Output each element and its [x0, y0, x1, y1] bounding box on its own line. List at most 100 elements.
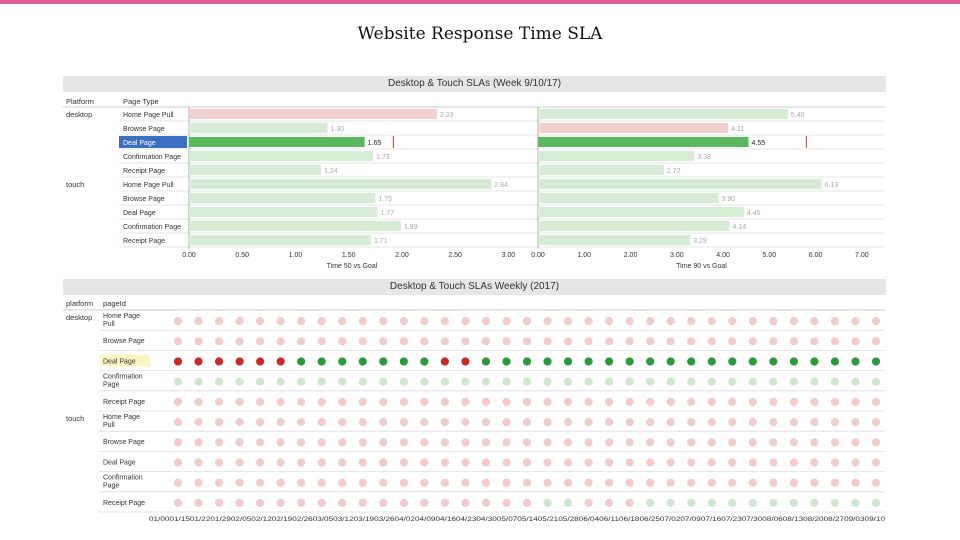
x-tick-label: 0.00 [182, 252, 196, 259]
week-status-dot [584, 418, 593, 427]
week-status-dot [769, 337, 778, 346]
bar-value-label: 4.11 [731, 126, 744, 133]
week-status-dot [871, 317, 881, 326]
week-status-dot [358, 418, 367, 427]
bar-value-label: 1.30 [330, 126, 344, 133]
bar [538, 165, 664, 175]
week-status-dot [481, 458, 491, 467]
week-status-dot [358, 438, 367, 447]
week-status-dot [420, 418, 429, 427]
week-status-dot [399, 478, 408, 487]
week-status-dot [399, 357, 408, 366]
page-type-label: Home Page Pull [123, 112, 174, 119]
week-status-dot [707, 458, 716, 467]
week-status-dot [851, 317, 860, 326]
week-status-dot [194, 317, 203, 326]
week-status-dot [379, 478, 388, 487]
week-status-dot [605, 337, 614, 346]
week-status-dot [399, 317, 408, 326]
bar [538, 193, 719, 203]
week-status-dot [605, 317, 614, 326]
week-status-dot [256, 397, 265, 406]
week-status-dot [707, 337, 716, 346]
week-status-dot [666, 418, 675, 427]
week-status-dot [522, 438, 532, 447]
week-status-dot [276, 397, 285, 406]
week-status-dot [646, 377, 655, 386]
week-status-dot [461, 357, 470, 366]
week-status-dot [543, 418, 552, 427]
x-tick-label: 1.50 [342, 252, 356, 259]
page-type-label: Confirmation Page [123, 224, 181, 231]
week-status-dot [605, 377, 614, 386]
bar-value-label: 3.38 [697, 154, 711, 161]
week-status-dot [584, 478, 593, 487]
week-status-dot [338, 478, 347, 487]
week-status-dot [173, 498, 183, 507]
bar [538, 137, 749, 147]
week-status-dot [173, 377, 183, 386]
week-status-dot [584, 357, 593, 366]
week-status-dot [522, 337, 532, 346]
week-status-dot [399, 337, 408, 346]
week-status-dot [276, 438, 285, 447]
week-status-dot [687, 478, 696, 487]
page-label: Deal Page [103, 459, 136, 466]
week-status-dot [687, 397, 696, 406]
x-tick-label: 7.00 [855, 252, 869, 259]
platform-label: touch [66, 414, 84, 423]
week-status-dot [563, 337, 573, 346]
week-status-dot [461, 397, 470, 406]
week-status-dot [789, 337, 798, 346]
week-status-dot [194, 377, 203, 386]
week-status-dot [235, 498, 244, 507]
week-status-dot [379, 397, 388, 406]
week-status-dot [522, 377, 532, 386]
week-status-dot [522, 397, 532, 406]
bar-value-label: 1.73 [376, 154, 390, 161]
week-status-dot [543, 478, 552, 487]
week-status-dot [420, 458, 429, 467]
week-status-dot [646, 438, 655, 447]
bar-value-label: 5.40 [791, 112, 805, 119]
week-status-dot [502, 498, 511, 507]
week-status-dot [769, 458, 778, 467]
bar [538, 221, 730, 231]
page-label: Page [103, 483, 119, 490]
week-status-dot [420, 478, 429, 487]
week-status-dot [358, 357, 367, 366]
week-status-dot [871, 418, 881, 427]
week-status-dot [297, 377, 306, 386]
week-status-dot [461, 377, 470, 386]
week-status-dot [707, 377, 716, 386]
week-status-dot [584, 397, 593, 406]
platform-label: desktop [66, 110, 92, 119]
week-status-dot [173, 438, 183, 447]
week-status-dot [338, 397, 347, 406]
bar-value-label: 4.14 [733, 224, 747, 231]
bar [189, 179, 492, 189]
week-status-dot [481, 357, 491, 366]
bar-value-label: 2.84 [494, 182, 508, 189]
week-status-dot [563, 418, 573, 427]
week-status-dot [297, 438, 306, 447]
x-axis-label: Time 90 vs Goal [676, 263, 727, 270]
week-status-dot [687, 498, 696, 507]
page-label: Receipt Page [103, 500, 145, 507]
week-status-dot [420, 317, 429, 326]
page-title: Website Response Time SLA [357, 24, 603, 44]
week-status-dot [317, 397, 326, 406]
page-label: Home Page [103, 313, 140, 320]
week-status-dot [769, 418, 778, 427]
week-status-dot [666, 357, 675, 366]
week-status-dot [481, 337, 491, 346]
week-status-dot [687, 377, 696, 386]
week-status-dot [173, 357, 183, 366]
week-status-dot [461, 438, 470, 447]
week-status-dot [214, 337, 224, 346]
week-status-dot [584, 458, 593, 467]
week-status-dot [461, 418, 470, 427]
week-status-dot [235, 377, 244, 386]
week-status-dot [256, 418, 265, 427]
week-status-dot [789, 438, 798, 447]
